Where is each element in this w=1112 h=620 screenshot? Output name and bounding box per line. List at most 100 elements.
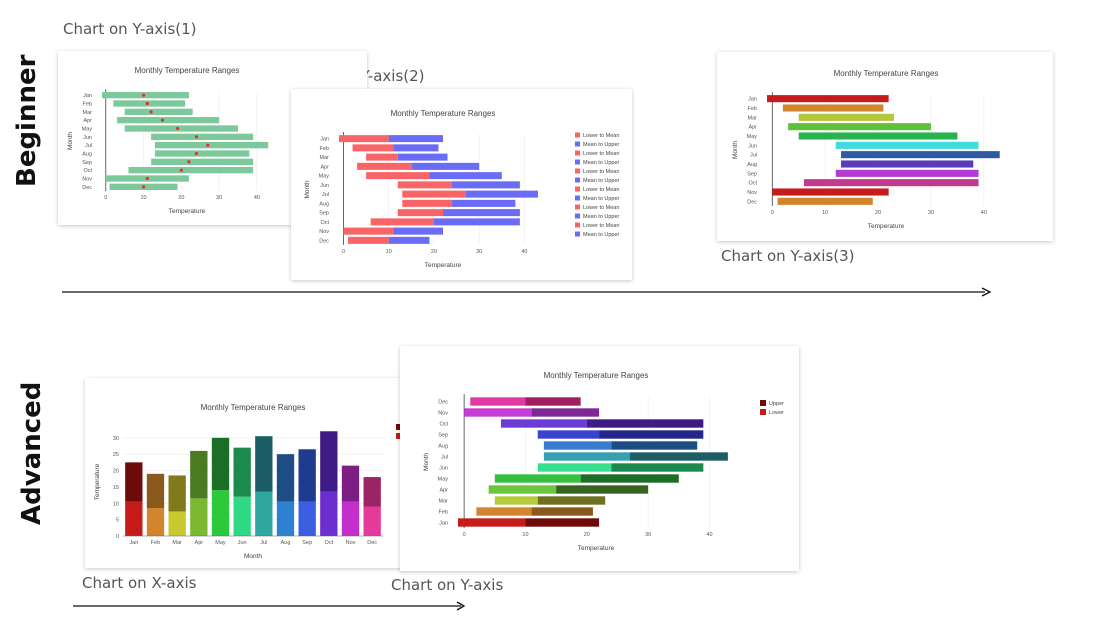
y1-mean-point <box>179 168 183 172</box>
y1-mean-point <box>194 135 199 139</box>
xa-xtick-label: Feb <box>151 540 160 546</box>
y3-ytick-label: Apr <box>748 125 757 131</box>
y1-ytick-label: Dec <box>82 185 92 191</box>
xa-ytick-label: 25 <box>113 452 119 458</box>
xa-upper-bar <box>276 454 295 502</box>
ya-ytick-label: May <box>438 477 449 483</box>
y2-mean-to-upper-bar <box>443 209 520 217</box>
y3-ytick-label: Aug <box>747 162 757 168</box>
y1-xtick-label: 0 <box>104 195 107 201</box>
y3-range-bar <box>782 104 884 112</box>
y2-xtick-label: 30 <box>476 249 482 255</box>
y1-ytick-label: Jun <box>83 135 92 141</box>
y1-mean-point <box>145 176 149 181</box>
y2-ytick-label: Feb <box>320 146 329 152</box>
y1-range-bar <box>102 92 189 99</box>
y1-xtick-label: 40 <box>254 195 260 201</box>
y1-ytick-label: Oct <box>83 168 92 174</box>
ya-legend-swatch <box>760 409 766 415</box>
ya-ytick-label: Oct <box>439 422 448 428</box>
y3-ytick-label: Sep <box>747 171 757 177</box>
xa-upper-bar <box>298 449 316 502</box>
y3-ytick-label: Feb <box>748 106 757 112</box>
y3-ytick-label: Mar <box>748 115 758 121</box>
ya-upper-bar <box>586 419 704 428</box>
ya-xtick-label: 20 <box>584 532 590 538</box>
y3-title: Monthly Temperature Ranges <box>834 69 939 78</box>
xa-upper-bar <box>320 431 338 492</box>
ya-ytick-label: Feb <box>439 510 448 516</box>
ya-upper-bar <box>599 430 704 439</box>
y3-ytick-label: Dec <box>747 199 757 205</box>
y3-ytick-label: Jul <box>750 153 757 159</box>
ya-xtick-label: 30 <box>645 532 651 538</box>
y3-ytick-label: Oct <box>748 181 757 187</box>
y1-ytick-label: Aug <box>82 152 92 158</box>
y2-ytick-label: Dec <box>319 238 329 244</box>
y2-lower-to-mean-bar <box>366 172 430 180</box>
y1-ytick-label: Sep <box>82 160 92 166</box>
ya-upper-bar <box>525 397 581 406</box>
y2-legend-label: Lower to Mean <box>583 223 619 229</box>
xa-ytick-label: 15 <box>113 485 119 491</box>
y2-mean-to-upper-bar <box>433 218 520 226</box>
xa-upper-bar <box>211 437 230 491</box>
xa-xtick-label: Jan <box>129 540 138 546</box>
y2-legend-label: Lower to Mean <box>583 187 619 193</box>
ya-xtick-label: 0 <box>463 532 466 538</box>
y2-mean-to-upper-bar <box>397 153 448 161</box>
caption-xa: Chart on X-axis <box>82 574 197 592</box>
ya-lower-bar <box>537 430 600 439</box>
chart-ya: Monthly Temperature Ranges 0 10 20 30 40 Dec No… <box>423 371 784 552</box>
ya-upper-bar <box>537 496 606 505</box>
xa-xtick-label: Jul <box>260 540 267 546</box>
xa-ylabel: Temperature <box>94 463 101 500</box>
y3-range-bar <box>835 169 979 177</box>
xa-xtick-label: Mar <box>172 540 182 546</box>
chart-y2: Monthly Temperature Ranges 0 10 20 30 40 Jan Fe… <box>304 109 620 269</box>
y2-lower-to-mean-bar <box>370 218 434 226</box>
y3-range-bar <box>841 151 1000 159</box>
xa-lower-bar <box>363 506 381 536</box>
y3-range-bar <box>841 160 974 168</box>
ya-lower-bar <box>543 452 630 461</box>
xa-legend-swatch <box>396 424 402 430</box>
xa-ytick-label: 10 <box>113 501 119 507</box>
xa-xlabel: Month <box>244 553 262 560</box>
y2-ytick-label: Jan <box>320 137 329 143</box>
ya-upper-bar <box>629 452 728 461</box>
ya-upper-bar <box>531 507 593 516</box>
caption-y1: Chart on Y-axis(1) <box>63 20 197 38</box>
y2-ytick-label: Oct <box>320 220 329 226</box>
y2-mean-to-upper-bar <box>452 199 516 207</box>
y2-lower-to-mean-bar <box>352 144 394 152</box>
ya-upper-bar <box>531 408 600 417</box>
chart-y3: Monthly Temperature Ranges 0 10 20 30 40 Jan Fe… <box>732 69 1000 230</box>
xa-xtick-label: Jun <box>238 540 247 546</box>
ya-ytick-label: Mar <box>439 499 449 505</box>
y1-range-bar <box>154 150 250 157</box>
y2-lower-to-mean-bar <box>402 199 453 207</box>
y1-xtick-label: 10 <box>140 195 146 201</box>
y2-legend-swatch <box>575 195 580 201</box>
y3-xlabel: Temperature <box>868 223 905 230</box>
y1-ylabel: Month <box>67 132 74 150</box>
y1-ytick-label: Feb <box>83 102 92 108</box>
y2-legend-label: Mean to Upper <box>583 214 620 220</box>
y2-legend-label: Mean to Upper <box>583 160 620 166</box>
y1-mean-point <box>141 93 146 97</box>
xa-upper-bar <box>168 475 186 512</box>
y1-title: Monthly Temperature Ranges <box>135 66 240 75</box>
xa-lower-bar <box>146 508 165 536</box>
ya-ytick-label: Dec <box>438 400 448 406</box>
advanced-arrow <box>73 601 466 611</box>
y1-xtick-label: 30 <box>216 195 222 201</box>
ya-ytick-label: Sep <box>438 433 448 439</box>
y2-legend-swatch <box>575 186 580 192</box>
y2-lower-to-mean-bar <box>397 209 443 217</box>
ya-lower-bar <box>494 496 538 505</box>
y2-lower-to-mean-bar <box>348 236 389 244</box>
y2-lower-to-mean-bar <box>339 135 389 143</box>
caption-y3: Chart on Y-axis(3) <box>721 247 855 265</box>
y3-range-bar <box>777 197 873 205</box>
